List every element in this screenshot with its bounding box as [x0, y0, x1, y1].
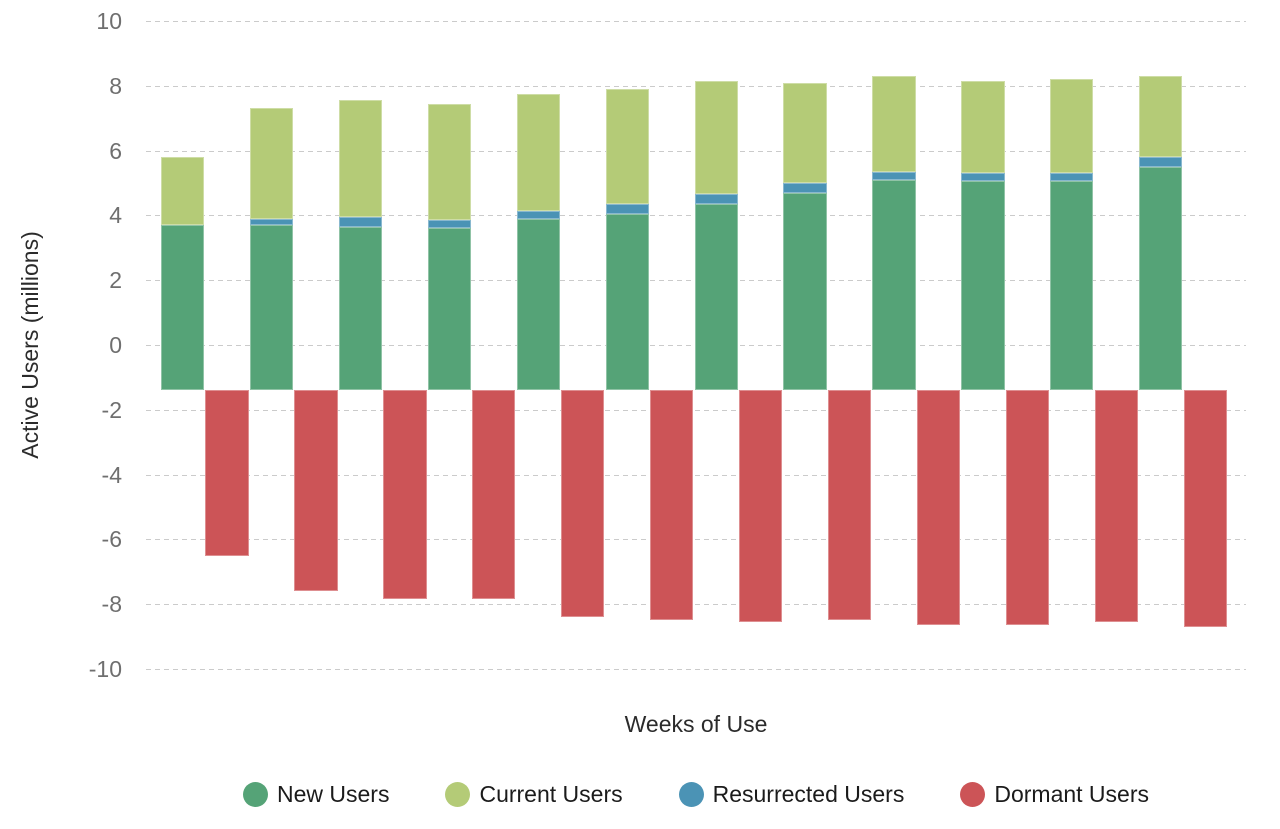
bar-resurrected-users[interactable] [961, 173, 1005, 182]
gridline [146, 474, 1246, 476]
bar-dormant-users[interactable] [1005, 390, 1049, 626]
plot-area [146, 21, 1246, 670]
bar-dormant-users[interactable] [205, 390, 249, 556]
bar-current-users[interactable] [1050, 79, 1094, 174]
bar-resurrected-users[interactable] [1139, 157, 1183, 167]
legend-label: New Users [276, 780, 390, 807]
new-users-swatch-icon [242, 781, 268, 807]
bar-current-users[interactable] [249, 108, 294, 219]
bar-new-users[interactable] [961, 181, 1005, 391]
legend-label: Current Users [479, 780, 623, 807]
bar-new-users[interactable] [1050, 181, 1094, 391]
gridline [146, 669, 1246, 670]
bar-current-users[interactable] [338, 100, 383, 217]
current-users-swatch-icon [445, 781, 471, 807]
bar-resurrected-users[interactable] [783, 183, 827, 193]
bar-new-users[interactable] [872, 179, 916, 391]
bar-current-users[interactable] [1139, 76, 1183, 158]
legend-label: Resurrected Users [712, 780, 905, 807]
bar-dormant-users[interactable] [1094, 390, 1138, 623]
y-tick-label: -8 [101, 591, 122, 618]
bar-resurrected-users[interactable] [694, 194, 738, 205]
y-tick-label: 4 [109, 202, 122, 229]
bar-current-users[interactable] [427, 103, 471, 221]
legend-item-dormant-users[interactable]: Dormant Users [960, 781, 1149, 808]
bar-dormant-users[interactable] [561, 390, 605, 618]
bar-new-users[interactable] [783, 192, 827, 391]
bar-dormant-users[interactable] [650, 390, 694, 621]
bar-dormant-users[interactable] [1183, 390, 1227, 627]
bar-current-users[interactable] [694, 80, 738, 195]
bar-resurrected-users[interactable] [338, 217, 383, 227]
legend-item-resurrected-users[interactable]: Resurrected Users [678, 780, 905, 808]
bar-resurrected-users[interactable] [1050, 173, 1094, 182]
bar-new-users[interactable] [249, 225, 294, 391]
y-tick-label: 10 [96, 8, 122, 34]
bar-resurrected-users[interactable] [872, 171, 916, 180]
y-tick-label: -2 [101, 396, 122, 423]
gridline [146, 409, 1246, 411]
y-tick-label: 2 [109, 267, 122, 294]
bar-new-users[interactable] [605, 213, 649, 391]
bar-new-users[interactable] [338, 226, 383, 391]
y-tick-label: 0 [109, 332, 122, 358]
y-tick-label: 6 [109, 137, 122, 164]
bar-current-users[interactable] [605, 89, 649, 205]
bar-dormant-users[interactable] [294, 390, 338, 592]
bar-dormant-users[interactable] [916, 390, 961, 626]
bar-new-users[interactable] [427, 228, 471, 391]
bar-new-users[interactable] [161, 225, 205, 391]
legend-item-current-users[interactable]: Current Users [445, 780, 623, 808]
bar-resurrected-users[interactable] [249, 218, 294, 226]
gridline [146, 539, 1246, 541]
bar-current-users[interactable] [161, 157, 205, 226]
bar-current-users[interactable] [961, 80, 1005, 174]
bar-dormant-users[interactable] [738, 390, 783, 623]
bar-dormant-users[interactable] [827, 390, 872, 621]
bar-current-users[interactable] [872, 76, 916, 172]
bar-new-users[interactable] [516, 218, 560, 391]
y-tick-label: -4 [101, 461, 122, 488]
y-tick-label: -10 [88, 656, 122, 682]
gridline [146, 604, 1246, 606]
x-axis-title: Weeks of Use [624, 711, 768, 737]
legend-item-new-users[interactable]: New Users [242, 780, 390, 808]
bar-resurrected-users[interactable] [605, 204, 649, 214]
resurrected-users-swatch-icon [678, 781, 704, 807]
bar-dormant-users[interactable] [383, 390, 427, 600]
bar-resurrected-users[interactable] [516, 210, 560, 219]
gridline [146, 21, 1246, 22]
y-tick-label: 8 [109, 72, 122, 99]
bar-dormant-users[interactable] [472, 390, 516, 600]
legend: New Users Current Users Resurrected User… [146, 777, 1246, 811]
bar-resurrected-users[interactable] [427, 220, 471, 229]
legend-label: Dormant Users [994, 780, 1149, 807]
bar-new-users[interactable] [694, 204, 738, 391]
bar-current-users[interactable] [783, 82, 827, 183]
bar-current-users[interactable] [516, 93, 560, 211]
y-tick-label: -6 [101, 526, 122, 553]
bar-new-users[interactable] [1139, 166, 1183, 391]
dormant-users-swatch-icon [960, 781, 986, 807]
